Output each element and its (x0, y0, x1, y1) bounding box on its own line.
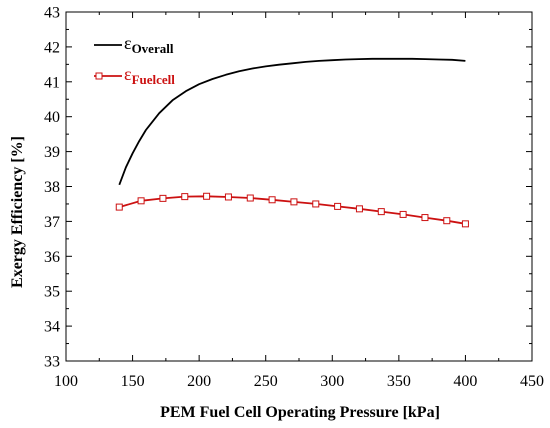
y-axis: 33 34 35 36 37 38 39 40 41 42 43 (44, 5, 532, 371)
y-tick-label: 38 (44, 179, 60, 196)
data-point-fuelcell (159, 194, 167, 202)
y-axis-label: Exergy Efficiency [%] (9, 136, 26, 288)
legend-label-fuelcell: εFuelcell (124, 64, 175, 87)
x-tick-label: 400 (453, 373, 477, 390)
x-tick-label: 450 (520, 373, 544, 390)
y-tick-label: 36 (44, 249, 60, 266)
legend-label-overall: εOverall (124, 33, 174, 56)
x-tick-label: 250 (254, 373, 278, 390)
y-tick-label: 37 (44, 214, 60, 231)
plot-area (65, 11, 533, 362)
data-point-fuelcell (461, 220, 469, 228)
y-tick-label: 41 (44, 74, 60, 91)
data-point-fuelcell (137, 197, 145, 205)
x-tick-label: 300 (320, 373, 344, 390)
data-point-fuelcell (246, 194, 254, 202)
data-point-fuelcell (312, 200, 320, 208)
legend-marker-fuelcell (95, 72, 103, 80)
x-tick-label: 150 (121, 373, 145, 390)
x-axis: 100 150 200 250 300 350 400 450 (54, 12, 544, 390)
data-point-fuelcell (203, 192, 211, 200)
data-point-fuelcell (290, 198, 298, 206)
data-point-fuelcell (224, 193, 232, 201)
data-point-fuelcell (268, 196, 276, 204)
y-tick-label: 42 (44, 39, 60, 56)
data-point-fuelcell (443, 217, 451, 225)
data-point-fuelcell (355, 205, 363, 213)
plot-border (65, 11, 533, 362)
y-tick-label: 39 (44, 144, 60, 161)
y-tick-label: 40 (44, 109, 60, 126)
data-point-fuelcell (377, 208, 385, 216)
series-layer (115, 57, 469, 228)
x-tick-label: 200 (187, 373, 211, 390)
legend: εOverall εFuelcell (94, 33, 175, 87)
series-line-overall (118, 57, 466, 186)
data-point-fuelcell (399, 210, 407, 218)
y-tick-label: 43 (44, 5, 60, 22)
data-point-fuelcell (115, 203, 123, 211)
x-tick-label: 100 (54, 373, 78, 390)
data-point-fuelcell (421, 214, 429, 222)
y-tick-label: 34 (44, 319, 60, 336)
x-axis-label: PEM Fuel Cell Operating Pressure [kPa] (160, 404, 440, 421)
y-tick-label: 35 (44, 284, 60, 301)
x-tick-label: 350 (387, 373, 411, 390)
data-point-fuelcell (334, 202, 342, 210)
data-point-fuelcell (181, 193, 189, 201)
y-tick-label: 33 (44, 354, 60, 371)
